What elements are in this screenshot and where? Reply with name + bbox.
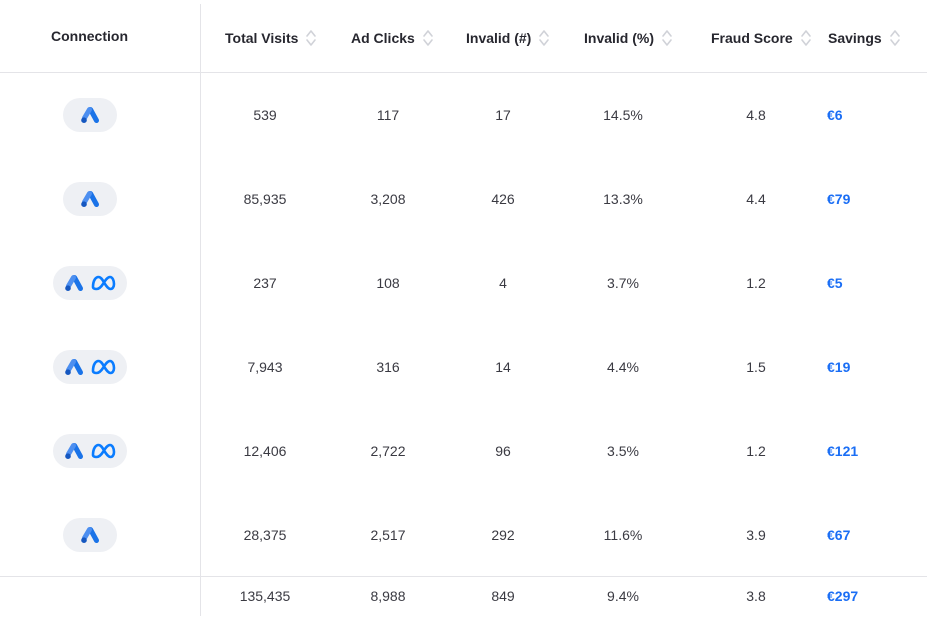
connection-pill bbox=[53, 350, 127, 384]
invalid-pct-total: 9.4% bbox=[607, 588, 639, 604]
invalid-count-sum: 849 bbox=[491, 588, 515, 604]
savings-total: €297 bbox=[827, 588, 859, 604]
fraud-score-cell: 1.5 bbox=[746, 359, 766, 375]
connection-cell bbox=[0, 157, 180, 241]
google-ads-icon bbox=[79, 526, 101, 544]
totals-row: 135,435 8,988 849 9.4% 3.8 €297 bbox=[0, 576, 927, 617]
connection-pill bbox=[63, 98, 117, 132]
invalid-count-cell: 4 bbox=[499, 275, 507, 291]
ad-clicks-sum: 8,988 bbox=[370, 588, 406, 604]
header-invalid-pct-label: Invalid (%) bbox=[584, 30, 655, 46]
savings-cell: €79 bbox=[827, 191, 851, 207]
google-ads-icon bbox=[63, 442, 85, 460]
total-visits-cell: 12,406 bbox=[243, 443, 287, 459]
table-row[interactable]: 85,935 3,208 426 13.3% 4.4 €79 bbox=[0, 157, 927, 241]
header-invalid-count-label: Invalid (#) bbox=[466, 30, 532, 46]
table-row[interactable]: 12,406 2,722 96 3.5% 1.2 €121 bbox=[0, 409, 927, 493]
connection-pill bbox=[63, 182, 117, 216]
connection-cell bbox=[0, 241, 180, 325]
sort-icon[interactable] bbox=[889, 28, 901, 48]
header-connection: Connection bbox=[51, 28, 128, 44]
savings-cell: €6 bbox=[827, 107, 843, 123]
total-visits-cell: 7,943 bbox=[247, 359, 283, 375]
google-ads-icon bbox=[79, 190, 101, 208]
connection-cell bbox=[0, 73, 180, 157]
ad-clicks-cell: 108 bbox=[376, 275, 400, 291]
fraud-score-total: 3.8 bbox=[746, 588, 766, 604]
savings-cell: €67 bbox=[827, 527, 851, 543]
header-invalid-count[interactable]: Invalid (#) bbox=[466, 28, 550, 48]
connection-pill bbox=[53, 434, 127, 468]
table-row[interactable]: 7,943 316 14 4.4% 1.5 €19 bbox=[0, 325, 927, 409]
sort-icon[interactable] bbox=[800, 28, 812, 48]
table-row[interactable]: 237 108 4 3.7% 1.2 €5 bbox=[0, 241, 927, 325]
header-total-visits-label: Total Visits bbox=[225, 30, 299, 46]
invalid-pct-cell: 3.7% bbox=[607, 275, 639, 291]
total-visits-cell: 28,375 bbox=[243, 527, 287, 543]
savings-cell: €19 bbox=[827, 359, 851, 375]
invalid-pct-cell: 4.4% bbox=[607, 359, 639, 375]
header-ad-clicks-label: Ad Clicks bbox=[351, 30, 415, 46]
total-visits-cell: 237 bbox=[253, 275, 277, 291]
header-total-visits[interactable]: Total Visits bbox=[225, 28, 317, 48]
ad-clicks-cell: 3,208 bbox=[370, 191, 406, 207]
meta-icon bbox=[89, 274, 117, 292]
header-connection-label: Connection bbox=[51, 28, 128, 44]
header-fraud-score[interactable]: Fraud Score bbox=[711, 28, 812, 48]
table-row[interactable]: 28,375 2,517 292 11.6% 3.9 €67 bbox=[0, 493, 927, 577]
total-visits-cell: 85,935 bbox=[243, 191, 287, 207]
table-header: Connection Total Visits Ad Clicks Invali… bbox=[0, 0, 927, 73]
invalid-count-cell: 14 bbox=[495, 359, 511, 375]
header-savings-label: Savings bbox=[828, 30, 882, 46]
connection-cell bbox=[0, 325, 180, 409]
invalid-count-cell: 426 bbox=[491, 191, 515, 207]
savings-cell: €121 bbox=[827, 443, 859, 459]
invalid-count-cell: 96 bbox=[495, 443, 511, 459]
sort-icon[interactable] bbox=[538, 28, 550, 48]
fraud-score-cell: 4.4 bbox=[746, 191, 766, 207]
invalid-count-cell: 17 bbox=[495, 107, 511, 123]
connection-pill bbox=[53, 266, 127, 300]
ad-clicks-cell: 2,722 bbox=[370, 443, 406, 459]
ad-clicks-cell: 117 bbox=[376, 107, 400, 123]
connection-pill bbox=[63, 518, 117, 552]
invalid-count-cell: 292 bbox=[491, 527, 515, 543]
meta-icon bbox=[89, 442, 117, 460]
column-divider bbox=[200, 4, 201, 616]
header-fraud-score-label: Fraud Score bbox=[711, 30, 793, 46]
connection-cell bbox=[0, 409, 180, 493]
invalid-pct-cell: 3.5% bbox=[607, 443, 639, 459]
invalid-pct-cell: 11.6% bbox=[603, 527, 643, 543]
fraud-score-cell: 1.2 bbox=[746, 443, 766, 459]
sort-icon[interactable] bbox=[305, 28, 317, 48]
fraud-score-cell: 3.9 bbox=[746, 527, 766, 543]
invalid-pct-cell: 14.5% bbox=[603, 107, 643, 123]
header-ad-clicks[interactable]: Ad Clicks bbox=[351, 28, 434, 48]
invalid-pct-cell: 13.3% bbox=[603, 191, 643, 207]
connection-cell bbox=[0, 493, 180, 577]
total-visits-sum: 135,435 bbox=[239, 588, 291, 604]
fraud-score-cell: 1.2 bbox=[746, 275, 766, 291]
sort-icon[interactable] bbox=[422, 28, 434, 48]
google-ads-icon bbox=[79, 106, 101, 124]
table-body: 539 117 17 14.5% 4.8 €6 85,935 3,208 426 13.3% 4.4… bbox=[0, 73, 927, 577]
header-savings[interactable]: Savings bbox=[828, 28, 901, 48]
table-row[interactable]: 539 117 17 14.5% 4.8 €6 bbox=[0, 73, 927, 157]
total-visits-cell: 539 bbox=[253, 107, 277, 123]
sort-icon[interactable] bbox=[661, 28, 673, 48]
google-ads-icon bbox=[63, 358, 85, 376]
google-ads-icon bbox=[63, 274, 85, 292]
ad-clicks-cell: 2,517 bbox=[370, 527, 406, 543]
fraud-score-cell: 4.8 bbox=[746, 107, 766, 123]
ad-clicks-cell: 316 bbox=[376, 359, 400, 375]
savings-cell: €5 bbox=[827, 275, 843, 291]
header-invalid-pct[interactable]: Invalid (%) bbox=[584, 28, 673, 48]
meta-icon bbox=[89, 358, 117, 376]
